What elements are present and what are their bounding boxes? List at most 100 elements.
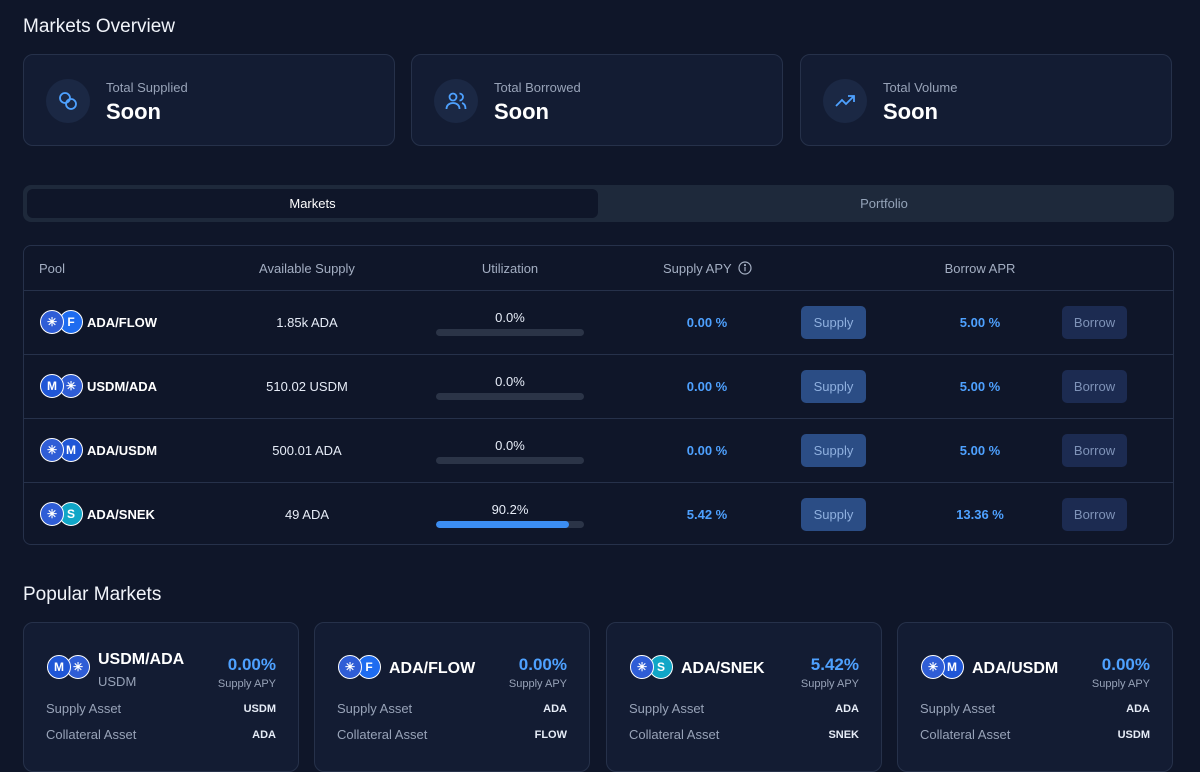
collateral-asset-value: ADA xyxy=(252,729,276,741)
utilization-bar xyxy=(436,393,584,400)
supply-asset-label: Supply Asset xyxy=(46,701,122,716)
market-name: ADA/USDM xyxy=(972,660,1059,677)
supply-apy-label: Supply APY xyxy=(800,678,859,690)
ada-icon: ✳ xyxy=(40,438,64,462)
stat-label: Total Volume xyxy=(883,80,958,95)
pool-name: USDM/ADA xyxy=(87,379,158,394)
pool-name: ADA/FLOW xyxy=(87,315,158,330)
ada-icon: ✳ xyxy=(630,655,654,679)
collateral-asset-value: SNEK xyxy=(828,729,859,741)
pool-name: ADA/SNEK xyxy=(87,507,155,522)
header-available-supply: Available Supply xyxy=(259,261,355,276)
header-borrow-apr: Borrow APR xyxy=(944,261,1016,276)
ada-icon: ✳ xyxy=(338,655,362,679)
total-borrowed-card: Total Borrowed Soon xyxy=(411,54,783,146)
stat-label: Total Supplied xyxy=(106,80,188,95)
available-supply: 510.02 USDM xyxy=(266,379,348,394)
supply-apy: 0.00 % xyxy=(686,379,728,394)
stat-value: Soon xyxy=(494,99,549,124)
stat-value: Soon xyxy=(883,99,938,124)
supply-apy-value: 0.00% xyxy=(518,655,567,674)
utilization-value: 90.2% xyxy=(491,502,529,517)
utilization-bar xyxy=(436,329,584,336)
supply-button[interactable]: Supply xyxy=(801,434,866,467)
borrow-button[interactable]: Borrow xyxy=(1062,306,1127,339)
header-pool: Pool xyxy=(39,261,66,276)
popular-market-card[interactable]: ✳ M ADA/USDM 0.00% Supply APY Supply Ass… xyxy=(897,622,1173,772)
supply-apy-label: Supply APY xyxy=(1091,678,1150,690)
supply-button[interactable]: Supply xyxy=(801,306,866,339)
supply-apy-value: 5.42% xyxy=(810,655,859,674)
total-supplied-card: Total Supplied Soon xyxy=(23,54,395,146)
borrow-button[interactable]: Borrow xyxy=(1062,498,1127,531)
pair-icons: ✳ S xyxy=(630,655,676,681)
stat-label: Total Borrowed xyxy=(494,80,581,95)
supply-apy: 0.00 % xyxy=(686,315,728,330)
collateral-asset-value: USDM xyxy=(1117,729,1150,741)
borrow-apr: 5.00 % xyxy=(959,315,1001,330)
pair-icons: ✳ S xyxy=(40,502,86,528)
popular-market-card[interactable]: M ✳ USDM/ADA USDM 0.00% Supply APY Suppl… xyxy=(23,622,299,772)
header-supply-apy: Supply APY xyxy=(663,261,752,278)
market-name: ADA/FLOW xyxy=(389,660,476,677)
ada-icon: ✳ xyxy=(921,655,945,679)
supply-asset-label: Supply Asset xyxy=(629,701,705,716)
supply-button[interactable]: Supply xyxy=(801,370,866,403)
supply-apy-label: Supply APY xyxy=(217,678,276,690)
utilization-value: 0.0% xyxy=(495,438,525,453)
ada-icon: ✳ xyxy=(40,310,64,334)
collateral-asset-label: Collateral Asset xyxy=(337,727,428,742)
table-header: Pool Available Supply Utilization Supply… xyxy=(24,246,1173,291)
supply-asset-value: ADA xyxy=(1126,703,1150,715)
market-subtitle: USDM xyxy=(98,674,137,689)
header-supply-apy-label: Supply APY xyxy=(663,261,732,276)
page-title: Markets Overview xyxy=(23,16,176,37)
info-icon[interactable] xyxy=(738,261,752,278)
pair-icons: ✳ F xyxy=(40,310,86,336)
collateral-asset-label: Collateral Asset xyxy=(629,727,720,742)
utilization-value: 0.0% xyxy=(495,374,525,389)
tab-bar: Markets Portfolio xyxy=(23,185,1174,222)
supply-button[interactable]: Supply xyxy=(801,498,866,531)
borrow-apr: 5.00 % xyxy=(959,379,1001,394)
available-supply: 49 ADA xyxy=(284,507,330,522)
utilization-value: 0.0% xyxy=(495,310,525,325)
table-row[interactable]: ✳ F ADA/FLOW 1.85k ADA 0.0% 0.00 % Suppl… xyxy=(24,291,1173,355)
table-row[interactable]: ✳ M ADA/USDM 500.01 ADA 0.0% 0.00 % Supp… xyxy=(24,419,1173,483)
available-supply: 1.85k ADA xyxy=(276,315,338,330)
coins-icon xyxy=(46,79,90,123)
popular-market-card[interactable]: ✳ S ADA/SNEK 5.42% Supply APY Supply Ass… xyxy=(606,622,882,772)
table-row[interactable]: M ✳ USDM/ADA 510.02 USDM 0.0% 0.00 % Sup… xyxy=(24,355,1173,419)
collateral-asset-label: Collateral Asset xyxy=(920,727,1011,742)
borrow-apr: 5.00 % xyxy=(959,443,1001,458)
users-icon xyxy=(434,79,478,123)
popular-market-card[interactable]: ✳ F ADA/FLOW 0.00% Supply APY Supply Ass… xyxy=(314,622,590,772)
pair-icons: ✳ M xyxy=(40,438,86,464)
tab-portfolio[interactable]: Portfolio xyxy=(860,196,908,211)
stat-value: Soon xyxy=(106,99,161,124)
tab-markets[interactable]: Markets xyxy=(27,189,598,218)
borrow-button[interactable]: Borrow xyxy=(1062,434,1127,467)
supply-apy-value: 0.00% xyxy=(227,655,276,674)
header-utilization: Utilization xyxy=(481,261,539,276)
available-supply: 500.01 ADA xyxy=(272,443,342,458)
borrow-apr: 13.36 % xyxy=(956,507,1004,522)
supply-apy-label: Supply APY xyxy=(508,678,567,690)
supply-asset-label: Supply Asset xyxy=(337,701,413,716)
utilization-bar xyxy=(436,521,584,528)
table-row[interactable]: ✳ S ADA/SNEK 49 ADA 90.2% 5.42 % Supply … xyxy=(24,483,1173,544)
borrow-button[interactable]: Borrow xyxy=(1062,370,1127,403)
supply-asset-value: ADA xyxy=(835,703,859,715)
supply-asset-value: ADA xyxy=(543,703,567,715)
market-name: ADA/SNEK xyxy=(681,660,765,677)
markets-table: Pool Available Supply Utilization Supply… xyxy=(23,245,1174,545)
collateral-asset-value: FLOW xyxy=(534,729,567,741)
utilization-bar xyxy=(436,457,584,464)
usdm-icon: M xyxy=(47,655,71,679)
pair-icons: M ✳ xyxy=(40,374,86,400)
pair-icons: ✳ M xyxy=(921,655,967,681)
pool-name: ADA/USDM xyxy=(87,443,158,458)
popular-markets-title: Popular Markets xyxy=(23,584,162,605)
ada-icon: ✳ xyxy=(40,502,64,526)
flow-icon: F xyxy=(59,310,83,334)
